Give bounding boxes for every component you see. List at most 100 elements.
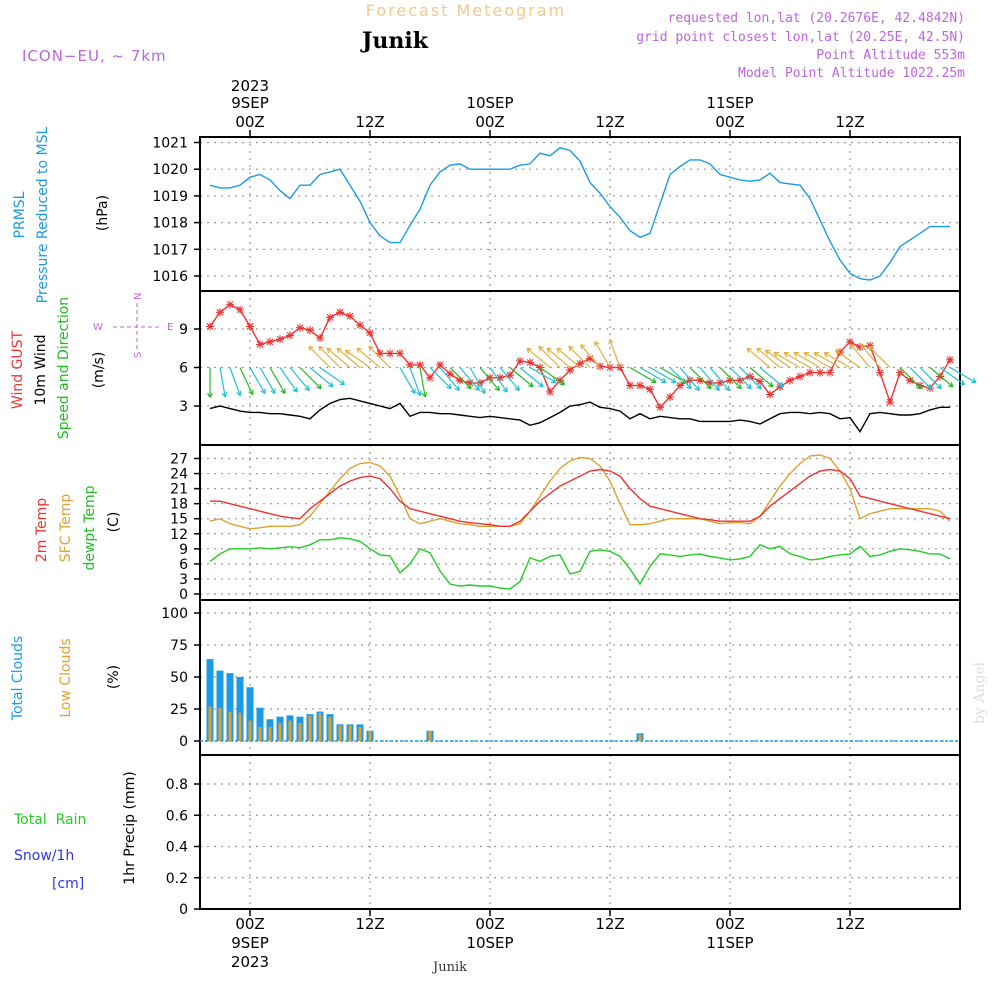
pressure-tick-label: 1020 bbox=[152, 162, 188, 178]
compass-e: E bbox=[167, 322, 173, 333]
wind-gust-marker bbox=[766, 390, 774, 399]
low-clouds-bar bbox=[218, 707, 222, 741]
temp-tick-label: 24 bbox=[170, 467, 188, 483]
wind-gust-marker bbox=[816, 368, 824, 377]
temp-tick-label: 3 bbox=[179, 572, 188, 588]
precip-unit: 1hr Precip (mm) bbox=[122, 771, 138, 884]
wind-direction-arrow bbox=[719, 367, 742, 390]
wind-direction-arrow bbox=[793, 351, 821, 369]
temp-tick-label: 15 bbox=[170, 512, 188, 528]
wind-speed-line bbox=[209, 397, 950, 434]
wind-gust-marker bbox=[806, 368, 814, 377]
wind-direction-arrow bbox=[318, 345, 341, 368]
top-time-label: 2023 bbox=[231, 77, 269, 95]
wind-direction-arrow bbox=[594, 340, 611, 368]
wind-direction-arrow bbox=[239, 367, 254, 396]
wind-direction-arrow bbox=[409, 367, 422, 397]
low-clouds-bar bbox=[298, 723, 302, 741]
top-time-label: 9SEP bbox=[231, 94, 269, 112]
wind-gust-marker bbox=[546, 387, 554, 396]
low-clouds-bar bbox=[288, 720, 292, 741]
wind-direction-arrow bbox=[259, 367, 276, 395]
low-clouds-bar bbox=[368, 730, 372, 741]
wind-gust-marker bbox=[456, 376, 464, 385]
wind-gust-marker bbox=[426, 373, 434, 382]
wind-gust-marker bbox=[486, 373, 494, 382]
low-clouds-bar bbox=[208, 706, 212, 741]
low-clouds-bar bbox=[638, 734, 642, 741]
pressure-panel-labels: PRMSL Pressure Reduced to MSL (hPa) bbox=[12, 126, 111, 303]
wind-10m-label: 10m Wind bbox=[33, 334, 49, 405]
low-clouds-bar bbox=[328, 716, 332, 741]
wind-direction-arrow bbox=[868, 345, 891, 368]
wind-gust-marker bbox=[266, 337, 274, 346]
wind-gust-marker bbox=[626, 381, 634, 390]
wind-direction-arrow bbox=[649, 366, 677, 384]
top-time-label: 00Z bbox=[475, 113, 504, 131]
wind-gust-marker bbox=[416, 360, 424, 369]
wind-direction-arrow bbox=[229, 367, 242, 397]
wind-gust-marker bbox=[676, 381, 684, 390]
wind-compass: W E N S bbox=[93, 293, 173, 358]
temp-tick-label: 21 bbox=[170, 482, 188, 498]
wind-direction-arrow bbox=[368, 345, 391, 368]
wind-direction-arrow bbox=[279, 367, 298, 393]
total-clouds-bar bbox=[206, 659, 214, 741]
wind-direction-arrow bbox=[580, 343, 601, 368]
wind-gust-marker bbox=[666, 393, 674, 402]
precip-tick-label: 0.8 bbox=[166, 777, 188, 793]
wind-gust-marker bbox=[276, 335, 284, 344]
pressure-unit: (hPa) bbox=[95, 195, 111, 231]
wind-gust-marker bbox=[706, 378, 714, 387]
precip-panel-labels: Total Rain Snow/1h [cm] 1hr Precip (mm) bbox=[13, 771, 138, 892]
total-clouds-bar bbox=[236, 677, 244, 741]
wind-direction-arrow bbox=[556, 347, 581, 368]
wind-gust-marker bbox=[376, 349, 384, 358]
wind-gust-marker bbox=[396, 349, 404, 358]
precip-tick-label: 0 bbox=[179, 902, 188, 918]
wind-gust-marker bbox=[466, 378, 474, 387]
wind-direction-arrow bbox=[699, 367, 720, 392]
low-clouds-bar bbox=[268, 726, 272, 741]
precip-tick-label: 0.6 bbox=[166, 808, 188, 824]
top-time-label: 12Z bbox=[835, 113, 864, 131]
wind-gust-marker bbox=[386, 349, 394, 358]
wind-gust-marker bbox=[526, 358, 534, 367]
temp-tick-label: 9 bbox=[179, 542, 188, 558]
pressure-tick-label: 1019 bbox=[152, 189, 188, 205]
wind-gust-marker bbox=[796, 372, 804, 381]
wind-direction-arrow bbox=[539, 367, 566, 386]
low-clouds-bar bbox=[308, 715, 312, 741]
wind-direction-arrow bbox=[689, 367, 712, 390]
wind-gust-marker bbox=[756, 377, 764, 386]
compass-n: N bbox=[133, 293, 144, 300]
top-time-label: 12Z bbox=[595, 113, 624, 131]
wind-gust-marker bbox=[306, 326, 314, 335]
requested-lonlat: requested lon,lat (20.2676E, 42.4842N) bbox=[668, 11, 965, 26]
wind-unit: (m/s) bbox=[91, 352, 107, 389]
bottom-time-label: 12Z bbox=[595, 915, 624, 933]
temp-frame bbox=[199, 444, 961, 601]
pressure-line bbox=[209, 147, 950, 281]
wind-direction-arrow bbox=[319, 367, 346, 386]
low-clouds-bar bbox=[348, 725, 352, 741]
low-clouds-bar bbox=[428, 730, 432, 741]
low-clouds-bar bbox=[278, 723, 282, 741]
footer-location: Junik bbox=[431, 960, 467, 975]
wind-gust-marker bbox=[716, 378, 724, 387]
wind-gust-label: Wind GUST bbox=[10, 330, 26, 409]
wind-tick-label: 9 bbox=[179, 322, 188, 338]
wind-gust-marker bbox=[726, 376, 734, 385]
clouds-tick-label: 75 bbox=[170, 638, 188, 654]
wind-gust-marker bbox=[566, 366, 574, 375]
wind-direction-arrow bbox=[834, 349, 861, 368]
temp-tick-label: 0 bbox=[179, 587, 188, 603]
wind-direction-arrow bbox=[449, 367, 472, 390]
wind-gust-marker bbox=[226, 300, 234, 309]
wind-gust-marker bbox=[446, 369, 454, 378]
wind-gust-marker bbox=[826, 368, 834, 377]
low-clouds-bar bbox=[318, 712, 322, 741]
pressure-panel: 1016 1017 1018 1019 1020 1021 bbox=[152, 136, 960, 291]
wind-gust-marker bbox=[696, 376, 704, 385]
